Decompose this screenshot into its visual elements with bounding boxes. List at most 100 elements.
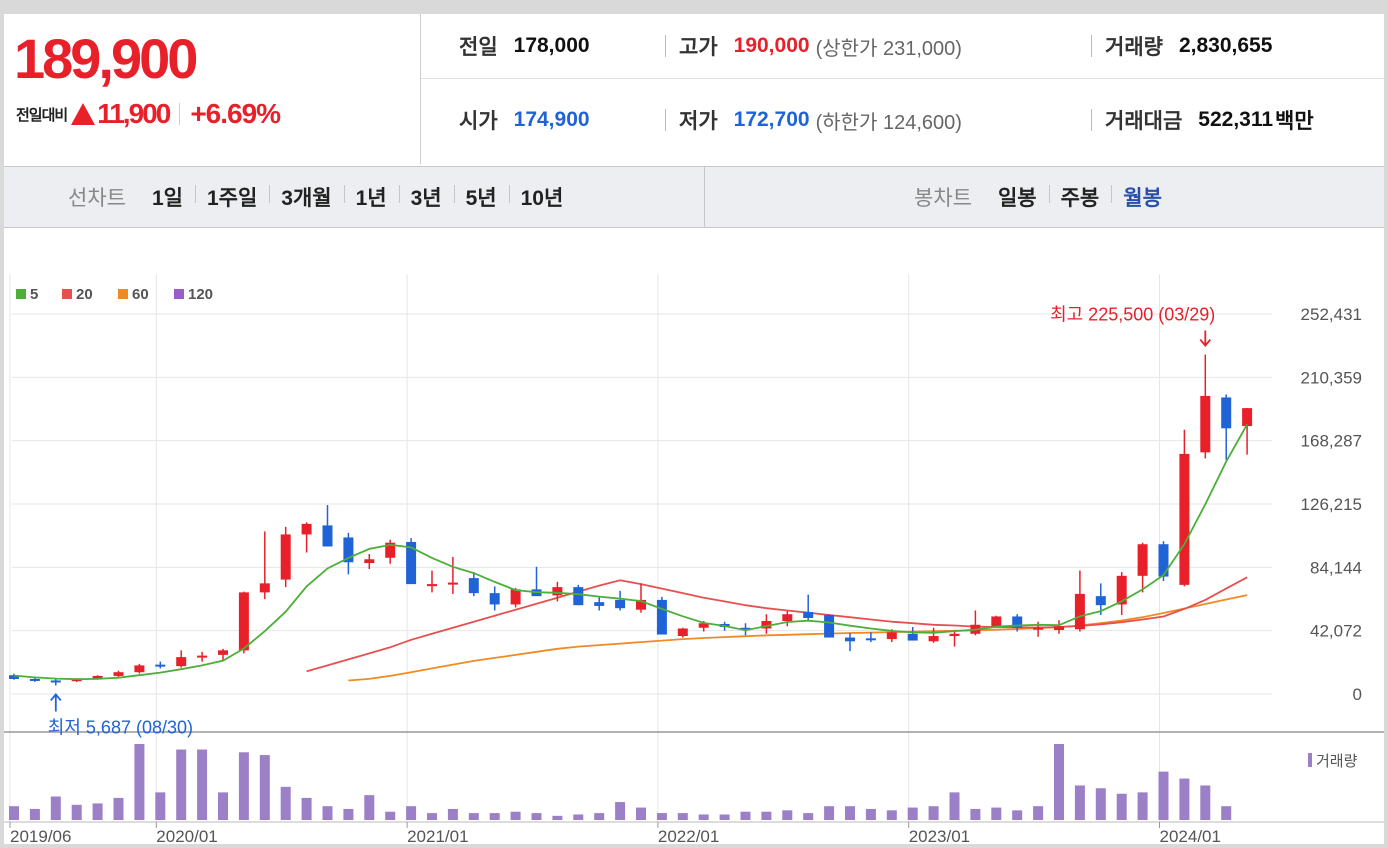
candle bbox=[322, 505, 333, 547]
candle-body bbox=[803, 611, 814, 618]
change-percent: +6.69% bbox=[190, 98, 281, 129]
x-tick-label: 2023/01 bbox=[909, 827, 970, 844]
candle bbox=[385, 539, 396, 564]
period-1d-button[interactable]: 1일 bbox=[151, 187, 183, 210]
candle bbox=[406, 538, 417, 585]
y-tick-label: 168,287 bbox=[1301, 432, 1362, 451]
candle-body bbox=[238, 592, 249, 651]
candle-body bbox=[824, 614, 835, 638]
candle-body bbox=[907, 633, 918, 641]
volume-bar bbox=[991, 807, 1002, 820]
candle-body bbox=[886, 632, 897, 640]
volume-bar bbox=[176, 749, 187, 820]
period-1y-button[interactable]: 1년 bbox=[343, 182, 399, 212]
stat-value: 190,000 bbox=[733, 34, 810, 57]
candle-body bbox=[656, 599, 667, 635]
candle bbox=[1054, 620, 1064, 634]
stat-label: 저가 bbox=[679, 110, 718, 133]
candle-body bbox=[1095, 596, 1106, 606]
volume-bar bbox=[1200, 785, 1211, 820]
line-chart-label: 선차트 bbox=[68, 187, 126, 210]
toolbar-divider bbox=[704, 167, 705, 227]
period-10y-button[interactable]: 10년 bbox=[508, 182, 576, 212]
candle-body bbox=[928, 636, 939, 642]
price-chart[interactable]: 5 20 60 120 0 42,072 84,144 126,215 168,287 210,3… bbox=[4, 228, 1384, 846]
volume-bar bbox=[447, 808, 458, 820]
volume-bar bbox=[259, 755, 270, 820]
divider bbox=[1091, 109, 1092, 131]
weekly-candle-button[interactable]: 주봉 bbox=[1048, 182, 1112, 212]
high-annotation: 최고 225,500 (03/29) bbox=[1050, 305, 1215, 325]
candle-body bbox=[991, 616, 1002, 627]
candle-body bbox=[1012, 616, 1023, 628]
volume-bar bbox=[50, 796, 61, 820]
candle-body bbox=[594, 602, 605, 606]
y-tick-label: 42,072 bbox=[1310, 622, 1362, 641]
candle bbox=[238, 591, 249, 654]
volume-bar bbox=[489, 813, 500, 820]
candle-body bbox=[1137, 544, 1148, 576]
period-1w-button[interactable]: 1주일 bbox=[194, 182, 269, 212]
x-tick-label: 2021/01 bbox=[407, 827, 468, 844]
candle bbox=[364, 554, 375, 570]
stat-label: 시가 bbox=[459, 110, 498, 133]
candle bbox=[259, 531, 270, 600]
volume-bar bbox=[740, 811, 751, 820]
divider bbox=[665, 109, 666, 131]
volume-bar bbox=[113, 797, 124, 820]
stat-low: 저가 172,700 (하한가 124,600) bbox=[679, 88, 962, 152]
divider bbox=[1091, 35, 1092, 57]
period-3m-button[interactable]: 3개월 bbox=[269, 182, 343, 212]
candle-body bbox=[468, 578, 479, 594]
candle bbox=[845, 633, 855, 652]
grid-lines bbox=[9, 274, 1272, 822]
volume-bar bbox=[238, 752, 249, 820]
volume-bar bbox=[636, 807, 646, 820]
candle-body bbox=[9, 675, 19, 679]
candle bbox=[1074, 570, 1085, 632]
candle-body bbox=[364, 559, 375, 564]
stat-label: 전일 bbox=[459, 36, 498, 59]
stat-high: 고가 190,000 (상한가 231,000) bbox=[679, 14, 962, 78]
candle-body bbox=[615, 599, 626, 609]
candle-body bbox=[218, 650, 228, 655]
lower-limit: (하한가 124,600) bbox=[815, 111, 962, 134]
candle bbox=[197, 651, 208, 662]
candle-body bbox=[1054, 626, 1064, 631]
legend-label: 20 bbox=[76, 286, 93, 303]
volume-legend-label: 거래량 bbox=[1316, 753, 1358, 770]
candle-body bbox=[259, 583, 270, 593]
volume-bar bbox=[155, 792, 166, 820]
candle-body bbox=[573, 587, 584, 606]
candle bbox=[1137, 542, 1148, 593]
chart-period-toolbar: 선차트 1일 1주일 3개월 1년 3년 5년 10년 봉차트 일봉 주봉 월봉 bbox=[4, 166, 1384, 228]
candle bbox=[113, 670, 124, 678]
volume-bar bbox=[1116, 793, 1127, 820]
candle-body bbox=[134, 665, 145, 673]
candle-chart-label: 봉차트 bbox=[914, 187, 972, 210]
current-price: 189,900 bbox=[14, 27, 198, 90]
divider bbox=[179, 103, 181, 125]
candle bbox=[803, 594, 814, 621]
monthly-candle-button[interactable]: 월봉 bbox=[1111, 182, 1174, 212]
candle-body bbox=[427, 584, 437, 587]
candle bbox=[615, 590, 626, 611]
ma20-line bbox=[306, 576, 1248, 673]
volume-bar bbox=[886, 810, 897, 820]
daily-candle-button[interactable]: 일봉 bbox=[997, 187, 1037, 210]
candle-body bbox=[740, 627, 751, 630]
y-tick-label: 84,144 bbox=[1310, 558, 1362, 577]
candle-chart-periods: 봉차트 일봉 주봉 월봉 bbox=[914, 167, 1174, 227]
candle bbox=[1012, 614, 1023, 632]
stat-open: 시가 174,900 bbox=[459, 88, 590, 152]
y-tick-label: 252,431 bbox=[1301, 305, 1362, 324]
candle bbox=[176, 650, 187, 668]
volume-bar bbox=[406, 806, 417, 820]
candle-body bbox=[1200, 395, 1211, 453]
candle bbox=[468, 572, 479, 597]
volume-bar bbox=[949, 792, 960, 820]
period-5y-button[interactable]: 5년 bbox=[453, 182, 509, 212]
change-label: 전일대비 bbox=[16, 105, 68, 124]
candle bbox=[343, 532, 354, 575]
period-3y-button[interactable]: 3년 bbox=[398, 182, 454, 212]
